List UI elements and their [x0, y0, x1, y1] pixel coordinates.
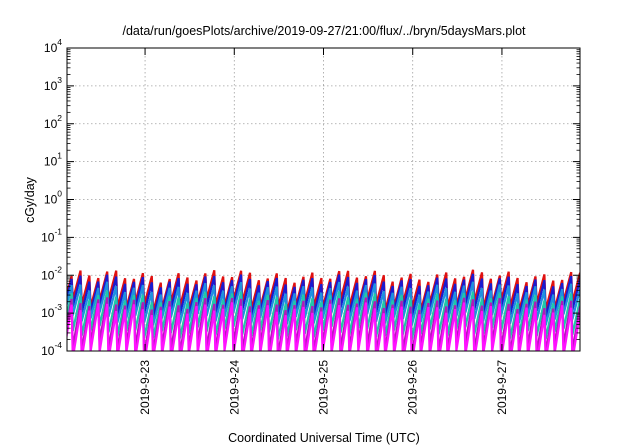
y-tick-label: 103	[44, 75, 62, 93]
y-tick-label: 10-3	[41, 302, 62, 320]
y-axis-label: cGy/day	[23, 176, 37, 223]
y-tick-label: 10-2	[41, 264, 62, 282]
y-tick-label: 10-4	[41, 340, 62, 358]
x-tick-label: 2019-9-24	[227, 360, 241, 415]
series-group	[67, 269, 580, 351]
x-axis-label: Coordinated Universal Time (UTC)	[228, 431, 420, 445]
x-tick-label: 2019-9-23	[138, 360, 152, 415]
x-tick-label: 2019-9-25	[317, 360, 331, 415]
y-tick-label: 104	[44, 37, 62, 55]
y-tick-label: 101	[44, 151, 62, 169]
y-tick-label: 100	[44, 189, 62, 207]
y-axis: 10-4 10-3 10-2 10-1 100 101 102 103 104	[41, 37, 580, 358]
x-tick-label: 2019-9-26	[406, 360, 420, 415]
y-tick-label: 10-1	[41, 226, 62, 244]
x-axis: 2019-9-23 2019-9-24 2019-9-25 2019-9-26 2019…	[138, 48, 509, 415]
chart-title: /data/run/goesPlots/archive/2019-09-27/2…	[122, 24, 526, 38]
x-tick-label: 2019-9-27	[495, 360, 509, 415]
y-tick-label: 102	[44, 113, 62, 131]
series-line	[67, 302, 580, 351]
